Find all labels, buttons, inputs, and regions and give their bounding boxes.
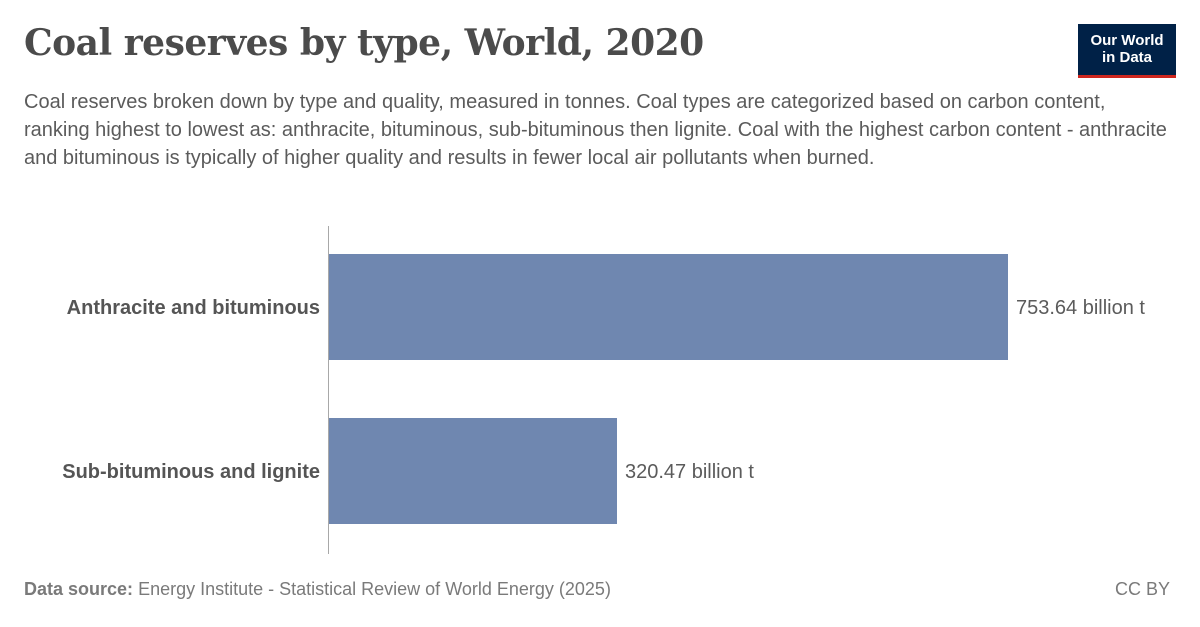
category-label: Anthracite and bituminous bbox=[67, 297, 320, 319]
logo-line-2: in Data bbox=[1101, 49, 1152, 66]
value-label: 753.64 billion t bbox=[1016, 297, 1145, 319]
logo-line-1: Our World bbox=[1090, 32, 1164, 49]
bar bbox=[328, 254, 1008, 360]
source-label: Data source: bbox=[24, 579, 134, 599]
source-text[interactable]: Energy Institute - Statistical Review of… bbox=[138, 579, 611, 599]
footer: Data source: Energy Institute - Statisti… bbox=[24, 579, 1170, 600]
license-label[interactable]: CC BY bbox=[1114, 579, 1170, 599]
category-label: Sub-bituminous and lignite bbox=[62, 461, 320, 483]
bar bbox=[328, 418, 617, 524]
chart-title: Coal reserves by type, World, 2020 bbox=[24, 22, 704, 64]
bar-chart: Anthracite and bituminous 753.64 billion … bbox=[62, 226, 1145, 554]
chart-subtitle: Coal reserves broken down by type and qu… bbox=[24, 91, 1167, 169]
owid-logo[interactable]: Our World in Data bbox=[1078, 24, 1176, 78]
value-label: 320.47 billion t bbox=[625, 461, 754, 483]
